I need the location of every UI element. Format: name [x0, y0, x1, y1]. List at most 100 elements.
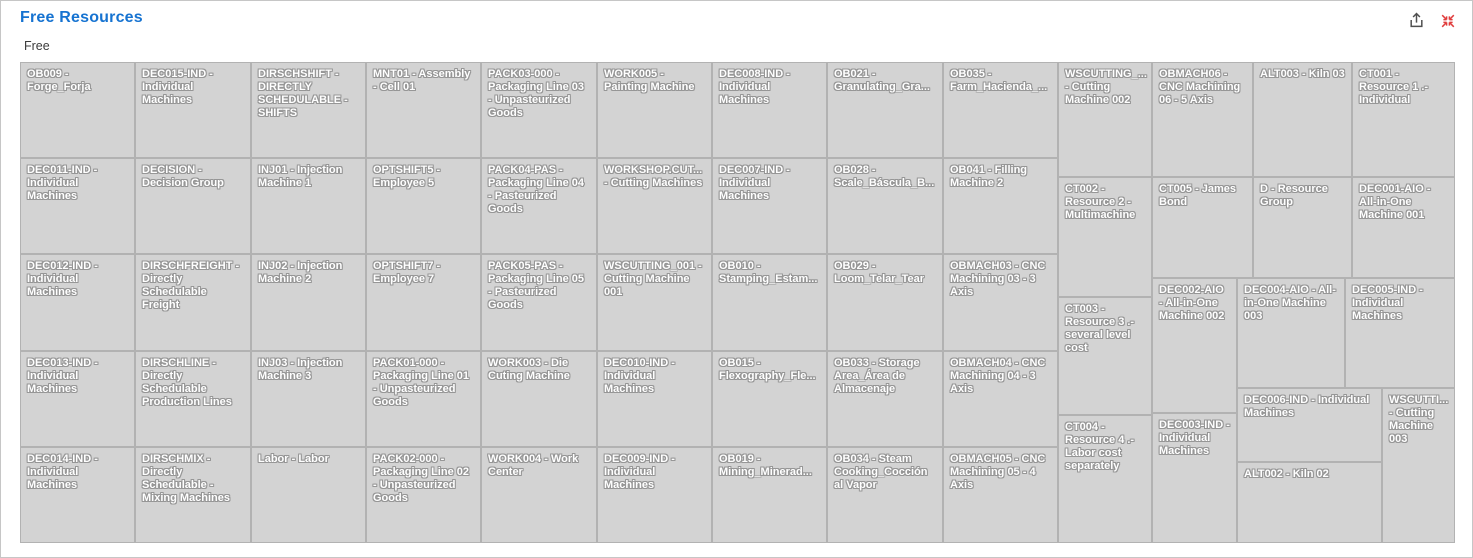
- collapse-button[interactable]: [1439, 12, 1457, 30]
- treemap-cell-label: OBMACH05 - CNC Machining 05 - 4 Axis: [950, 453, 1046, 491]
- treemap-cell[interactable]: DEC011-IND - Individual Machines: [20, 158, 135, 254]
- treemap-cell[interactable]: DEC015-IND - Individual Machines: [135, 62, 251, 158]
- treemap-cell[interactable]: DEC004-AIO - All-in-One Machine 003: [1237, 278, 1345, 388]
- treemap-cell[interactable]: DEC014-IND - Individual Machines: [20, 447, 135, 543]
- treemap-cell-label: OB015 - Flexography_Fle...: [719, 357, 816, 382]
- treemap-cell-label: CT004 - Resource 4 .- Labor cost separat…: [1065, 421, 1135, 472]
- treemap-cell-label: PACK04-PAS - Packaging Line 04 - Pasteur…: [488, 164, 584, 215]
- treemap-cell[interactable]: DEC003-IND - Individual Machines: [1152, 413, 1237, 543]
- treemap-cell-label: DEC013-IND - Individual Machines: [27, 357, 98, 395]
- treemap-cell-label: DEC010-IND - Individual Machines: [604, 357, 675, 395]
- treemap-cell[interactable]: INJ03 - Injection Machine 3: [251, 351, 366, 447]
- treemap-cell[interactable]: PACK01-000 - Packaging Line 01 - Unpaste…: [366, 351, 481, 447]
- treemap-cell[interactable]: CT002 - Resource 2 - Multimachine: [1058, 177, 1152, 297]
- treemap-cell[interactable]: PACK03-000 - Packaging Line 03 - Unpaste…: [481, 62, 597, 158]
- treemap-cell[interactable]: PACK04-PAS - Packaging Line 04 - Pasteur…: [481, 158, 597, 254]
- treemap-cell[interactable]: ALT003 - Kiln 03: [1253, 62, 1352, 177]
- treemap-cell[interactable]: CT004 - Resource 4 .- Labor cost separat…: [1058, 415, 1152, 543]
- treemap-cell-label: DIRSCHFREIGHT - Directly Schedulable Fre…: [142, 260, 240, 311]
- treemap-cell-label: D - Resource Group: [1260, 183, 1328, 208]
- treemap-cell[interactable]: OB033 - Storage Area_Área de Almacenaje: [827, 351, 943, 447]
- treemap-cell[interactable]: OBMACH06 - CNC Machining 06 - 5 Axis: [1152, 62, 1253, 177]
- treemap-cell-label: DEC001-AIO - All-in-One Machine 001: [1359, 183, 1431, 221]
- treemap-cell-label: PACK05-PAS - Packaging Line 05 - Pasteur…: [488, 260, 584, 311]
- treemap-cell[interactable]: INJ02 - Injection Machine 2: [251, 254, 366, 351]
- treemap-cell-label: DEC002-AIO - All-in-One Machine 002: [1159, 284, 1225, 322]
- treemap-cell-label: INJ03 - Injection Machine 3: [258, 357, 343, 382]
- treemap-cell[interactable]: OBMACH03 - CNC Machining 03 - 3 Axis: [943, 254, 1058, 351]
- treemap-cell[interactable]: OB035 - Farm_Hacienda_...: [943, 62, 1058, 158]
- treemap-cell[interactable]: D - Resource Group: [1253, 177, 1352, 278]
- treemap-cell[interactable]: WSCUTTING_001 - Cutting Machine 001: [597, 254, 712, 351]
- treemap-cell[interactable]: OB028 - Scale_Báscula_B...: [827, 158, 943, 254]
- treemap-cell[interactable]: DEC013-IND - Individual Machines: [20, 351, 135, 447]
- treemap-cell-label: INJ02 - Injection Machine 2: [258, 260, 343, 285]
- treemap-cell[interactable]: CT003 - Resource 3 .- several level cost: [1058, 297, 1152, 415]
- treemap-cell[interactable]: DEC006-IND - Individual Machines: [1237, 388, 1382, 462]
- treemap-cell[interactable]: WORK005 - Painting Machine: [597, 62, 712, 158]
- treemap-cell-label: CT003 - Resource 3 .- several level cost: [1065, 303, 1135, 354]
- treemap-cell[interactable]: INJ01 - Injection Machine 1: [251, 158, 366, 254]
- treemap-cell[interactable]: OBMACH05 - CNC Machining 05 - 4 Axis: [943, 447, 1058, 543]
- treemap-cell[interactable]: OB021 - Granulating_Gra...: [827, 62, 943, 158]
- treemap-cell[interactable]: Labor - Labor: [251, 447, 366, 543]
- treemap-cell[interactable]: OPTSHIFT7 - Employee 7: [366, 254, 481, 351]
- treemap-cell[interactable]: DEC012-IND - Individual Machines: [20, 254, 135, 351]
- treemap-cell[interactable]: DECISION - Decision Group: [135, 158, 251, 254]
- treemap-cell-label: PACK03-000 - Packaging Line 03 - Unpaste…: [488, 68, 584, 119]
- treemap-cell[interactable]: OB015 - Flexography_Fle...: [712, 351, 827, 447]
- treemap-cell-label: ALT002 - Kiln 02: [1244, 468, 1329, 480]
- treemap-cell[interactable]: MNT01 - Assembly - Cell 01: [366, 62, 481, 158]
- treemap-cell[interactable]: CT005 - James Bond: [1152, 177, 1253, 278]
- treemap-cell[interactable]: WORKSHOP.CUT... - Cutting Machines: [597, 158, 712, 254]
- treemap-cell[interactable]: PACK05-PAS - Packaging Line 05 - Pasteur…: [481, 254, 597, 351]
- treemap-cell[interactable]: WSCUTTING_... - Cutting Machine 002: [1058, 62, 1152, 177]
- treemap-cell-label: OB028 - Scale_Báscula_B...: [834, 164, 935, 189]
- treemap-cell[interactable]: OB034 - Steam Cooking_Cocción al Vapor: [827, 447, 943, 543]
- treemap-cell-label: WORK004 - Work Center: [488, 453, 579, 478]
- treemap-cell-label: DEC006-IND - Individual Machines: [1244, 394, 1370, 419]
- treemap-cell[interactable]: WORK003 - Die Cuting Machine: [481, 351, 597, 447]
- treemap-cell[interactable]: OB010 - Stamping_Estam...: [712, 254, 827, 351]
- treemap-cell-label: DEC007-IND - Individual Machines: [719, 164, 790, 202]
- treemap-cell[interactable]: OBMACH04 - CNC Machining 04 - 3 Axis: [943, 351, 1058, 447]
- treemap-cell-label: DIRSCHSHIFT - DIRECTLY SCHEDULABLE - SHI…: [258, 68, 348, 119]
- panel-toolbar: [1406, 10, 1457, 31]
- treemap-cell-label: OB010 - Stamping_Estam...: [719, 260, 818, 285]
- treemap-cell[interactable]: DEC007-IND - Individual Machines: [712, 158, 827, 254]
- treemap-cell[interactable]: OB041 - Filling Machine 2: [943, 158, 1058, 254]
- treemap-cell[interactable]: DIRSCHSHIFT - DIRECTLY SCHEDULABLE - SHI…: [251, 62, 366, 158]
- treemap-cell-label: OB009 - Forge_Forja: [27, 68, 91, 93]
- treemap-cell[interactable]: DEC008-IND - Individual Machines: [712, 62, 827, 158]
- treemap-cell[interactable]: DEC002-AIO - All-in-One Machine 002: [1152, 278, 1237, 413]
- treemap-cell[interactable]: PACK02-000 - Packaging Line 02 - Unpaste…: [366, 447, 481, 543]
- treemap-cell-label: OB029 - Loom_Telar_Tear: [834, 260, 925, 285]
- treemap-cell[interactable]: DEC009-IND - Individual Machines: [597, 447, 712, 543]
- treemap-cell[interactable]: OPTSHIFT5 - Employee 5: [366, 158, 481, 254]
- treemap-cell[interactable]: DEC010-IND - Individual Machines: [597, 351, 712, 447]
- export-button[interactable]: [1406, 10, 1427, 31]
- treemap-cell[interactable]: WORK004 - Work Center: [481, 447, 597, 543]
- treemap-cell-label: DEC008-IND - Individual Machines: [719, 68, 790, 106]
- treemap-cell[interactable]: DEC005-IND - Individual Machines: [1345, 278, 1455, 388]
- treemap-cell-label: DIRSCHLINE - Directly Schedulable Produc…: [142, 357, 232, 408]
- treemap-cell[interactable]: DIRSCHMIX - Directly Schedulable - Mixin…: [135, 447, 251, 543]
- panel-title: Free Resources: [20, 9, 143, 26]
- treemap-cell-label: OB041 - Filling Machine 2: [950, 164, 1028, 189]
- treemap-cell-label: WSCUTTING_... - Cutting Machine 002: [1065, 68, 1147, 106]
- treemap-cell[interactable]: DEC001-AIO - All-in-One Machine 001: [1352, 177, 1455, 278]
- treemap-cell[interactable]: ALT002 - Kiln 02: [1237, 462, 1382, 543]
- treemap-cell[interactable]: CT001 - Resource 1 .- Individual: [1352, 62, 1455, 177]
- treemap-cell-label: OBMACH04 - CNC Machining 04 - 3 Axis: [950, 357, 1046, 395]
- collapse-icon: [1441, 14, 1455, 31]
- treemap-cell[interactable]: OB009 - Forge_Forja: [20, 62, 135, 158]
- treemap-cell-label: DEC005-IND - Individual Machines: [1352, 284, 1423, 322]
- treemap-cell[interactable]: OB019 - Mining_Minerad...: [712, 447, 827, 543]
- treemap-cell[interactable]: OB029 - Loom_Telar_Tear: [827, 254, 943, 351]
- treemap-cell-label: DEC009-IND - Individual Machines: [604, 453, 675, 491]
- treemap-cell[interactable]: DIRSCHFREIGHT - Directly Schedulable Fre…: [135, 254, 251, 351]
- treemap-cell[interactable]: WSCUTTI... - Cutting Machine 003: [1382, 388, 1455, 543]
- treemap-cell[interactable]: DIRSCHLINE - Directly Schedulable Produc…: [135, 351, 251, 447]
- treemap-group-label: Free: [24, 39, 50, 53]
- treemap-cell-label: OPTSHIFT7 - Employee 7: [373, 260, 441, 285]
